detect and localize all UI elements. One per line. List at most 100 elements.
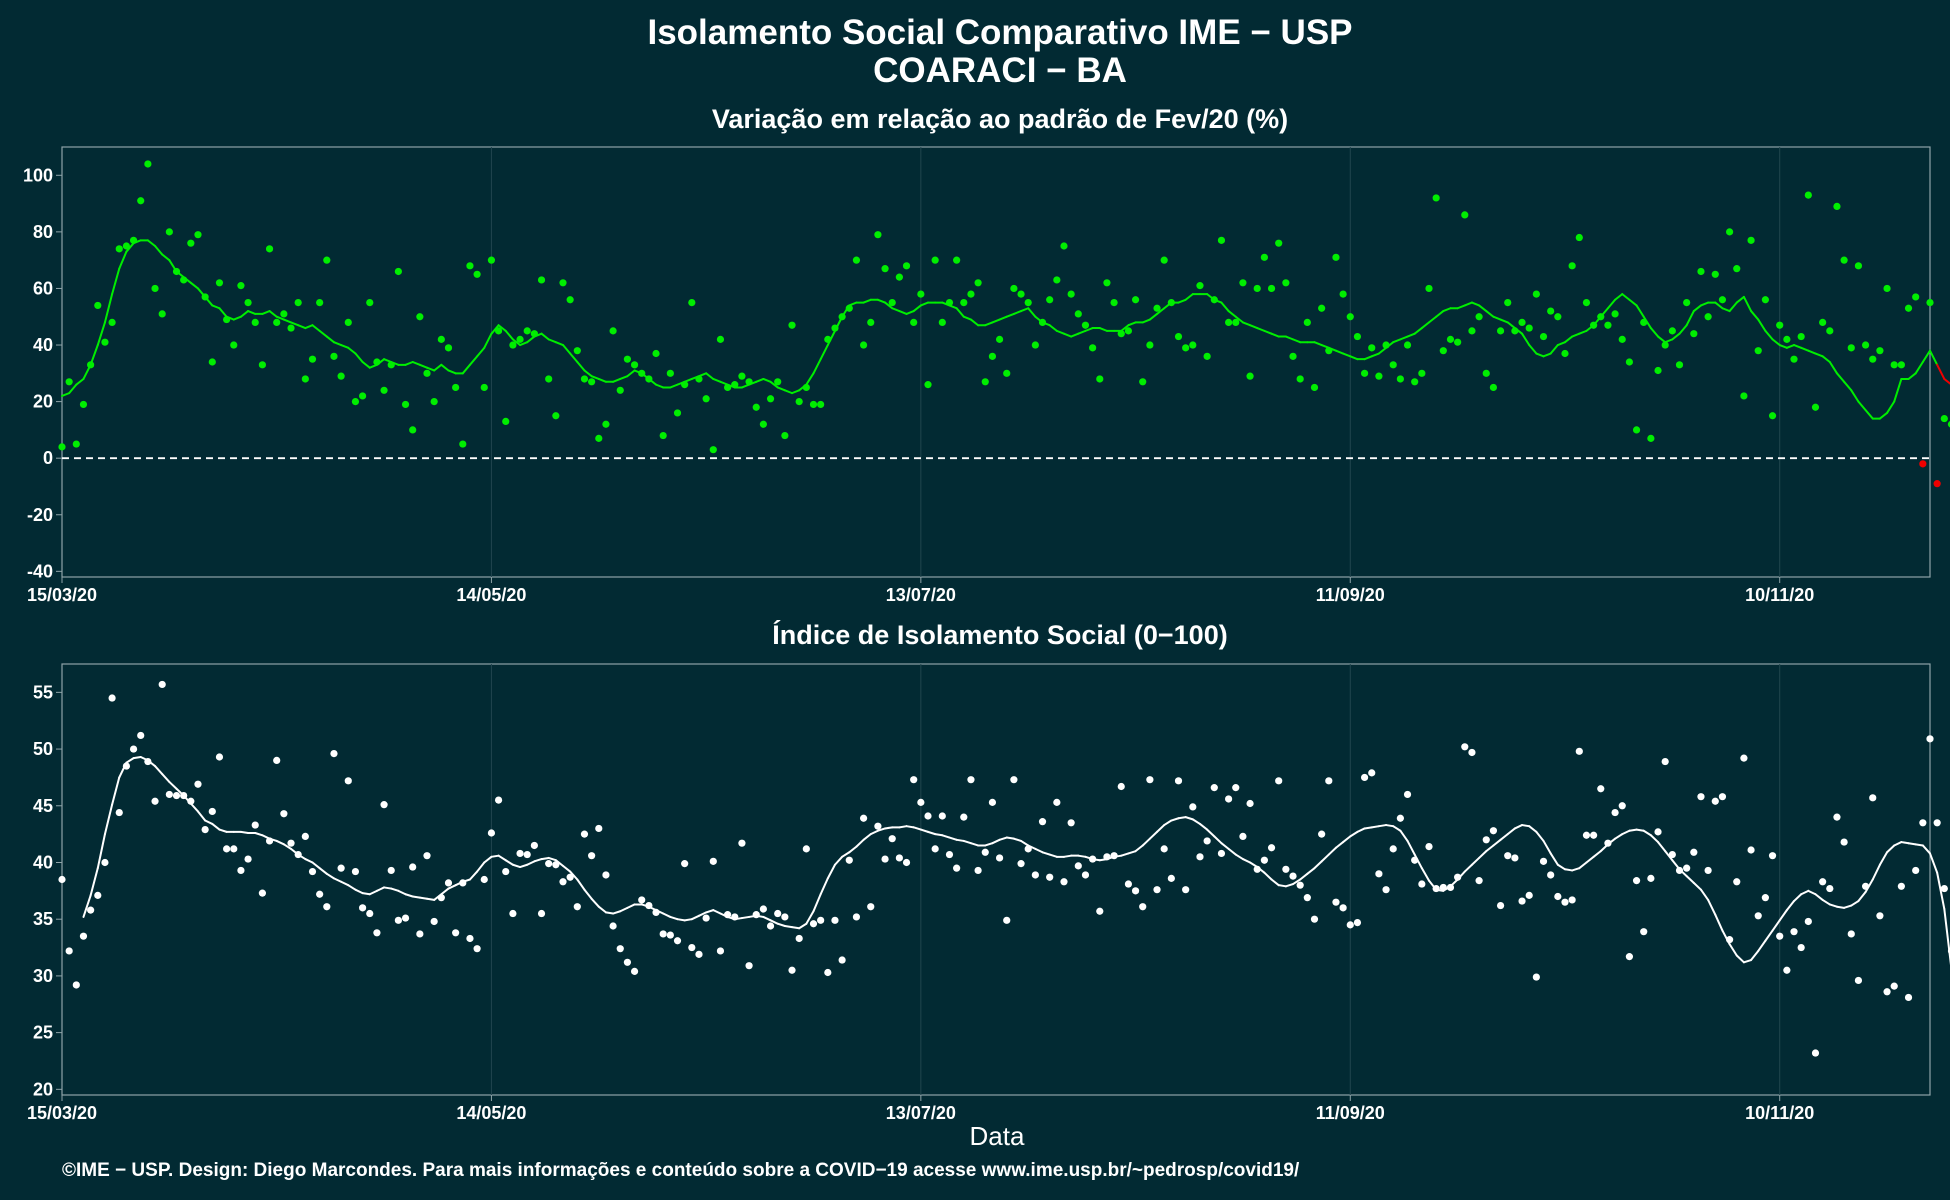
var-data-point xyxy=(838,313,846,321)
idx-data-point xyxy=(1518,897,1526,905)
var-trend-segment xyxy=(1127,321,1137,327)
var-trend-segment xyxy=(440,363,450,372)
var-trend-segment xyxy=(1893,377,1903,403)
idx-data-point xyxy=(666,931,674,939)
var-data-point xyxy=(895,273,903,281)
idx-trend-segment xyxy=(869,829,879,836)
var-data-point xyxy=(924,381,932,389)
idx-data-point xyxy=(172,791,181,800)
var-trend-segment xyxy=(1070,332,1080,338)
var-y-tick-label: 40 xyxy=(33,335,53,355)
var-data-point xyxy=(1926,298,1934,307)
var-data-point xyxy=(187,239,195,247)
var-data-point xyxy=(595,434,603,442)
idx-trend-segment xyxy=(411,895,421,899)
idx-data-point xyxy=(1038,818,1047,826)
var-data-point xyxy=(1489,383,1498,392)
idx-trend-segment xyxy=(1277,884,1287,888)
idx-trend-segment xyxy=(1692,881,1702,891)
idx-data-point xyxy=(1103,853,1111,861)
var-data-point xyxy=(1496,327,1505,335)
var-y-tick-label: 20 xyxy=(33,392,53,412)
idx-data-point xyxy=(1826,884,1834,893)
idx-trend-segment xyxy=(204,819,214,825)
idx-data-point xyxy=(1289,872,1297,880)
idx-data-point xyxy=(1325,777,1333,785)
idx-trend-segment xyxy=(519,863,529,869)
var-data-point xyxy=(502,417,510,426)
idx-trend-segment xyxy=(397,889,407,896)
idx-trend-segment xyxy=(1370,825,1380,829)
idx-data-point xyxy=(1003,916,1011,924)
idx-trend-segment xyxy=(697,911,708,917)
var-data-point xyxy=(494,327,503,335)
idx-x-tick-label: 11/09/20 xyxy=(1316,1103,1385,1123)
idx-data-point xyxy=(1382,886,1390,894)
idx-trend-segment xyxy=(1807,889,1817,896)
idx-trend-segment xyxy=(1420,867,1431,882)
var-data-point xyxy=(616,386,624,394)
var-trend-segment xyxy=(1914,361,1924,375)
idx-data-point xyxy=(294,850,302,859)
idx-data-point xyxy=(859,814,868,822)
var-trend-segment xyxy=(1263,329,1273,335)
idx-trend-segment xyxy=(1528,825,1538,833)
var-trend-segment xyxy=(1492,315,1502,321)
var-data-point xyxy=(316,298,324,307)
var-data-point xyxy=(1790,355,1798,363)
idx-trend-segment xyxy=(1578,861,1588,870)
var-trend-segment xyxy=(712,377,722,383)
var-trend-segment xyxy=(361,361,371,369)
idx-data-point xyxy=(817,916,825,924)
idx-data-point xyxy=(1475,877,1483,885)
idx-trend-segment xyxy=(1292,878,1302,886)
var-data-point xyxy=(1418,369,1426,377)
var-trend-segment xyxy=(1835,372,1846,383)
var-data-point xyxy=(1718,296,1727,304)
var-data-point xyxy=(623,355,632,363)
var-trend-segment xyxy=(1249,324,1259,330)
idx-trend-segment xyxy=(934,833,944,837)
var-data-point xyxy=(1153,304,1161,312)
idx-data-point xyxy=(1804,917,1812,926)
var-trend-segment xyxy=(655,383,665,389)
var-data-point xyxy=(666,369,674,377)
idx-data-point xyxy=(72,981,80,989)
var-trend-segment xyxy=(189,281,199,290)
var-trend-segment xyxy=(1649,327,1660,338)
var-trend-segment xyxy=(304,324,314,330)
var-data-point xyxy=(1561,349,1569,358)
var-data-point xyxy=(1912,293,1920,301)
idx-data-point xyxy=(1203,837,1211,845)
var-data-point xyxy=(1010,284,1018,293)
var-data-point xyxy=(1439,347,1447,355)
idx-trend-segment xyxy=(998,836,1008,841)
var-data-point xyxy=(1468,327,1476,335)
var-trend-segment xyxy=(261,310,271,315)
var-data-point xyxy=(953,256,961,264)
var-trend-segment xyxy=(75,377,85,386)
idx-trend-segment xyxy=(447,884,457,890)
var-data-point xyxy=(1539,332,1548,341)
var-x-tick-label: 10/11/20 xyxy=(1745,585,1814,605)
idx-x-tick-label: 13/07/20 xyxy=(886,1103,956,1123)
idx-data-point xyxy=(802,845,810,853)
var-data-point xyxy=(215,279,224,287)
var-trend-segment xyxy=(862,298,872,304)
var-data-point xyxy=(1797,332,1805,341)
idx-trend-segment xyxy=(1535,830,1545,842)
var-trend-segment xyxy=(1864,409,1874,420)
idx-trend-segment xyxy=(1649,834,1660,844)
idx-data-point xyxy=(165,790,173,799)
idx-trend-segment xyxy=(1664,850,1674,862)
var-data-point xyxy=(1296,375,1304,383)
idx-trend-segment xyxy=(662,912,672,918)
idx-data-point xyxy=(1532,973,1540,981)
var-trend-segment xyxy=(1850,389,1860,403)
var-data-point xyxy=(1225,318,1233,326)
idx-data-point xyxy=(752,911,760,919)
var-data-point xyxy=(1554,313,1562,321)
var-data-point xyxy=(1189,341,1197,349)
idx-data-point xyxy=(1010,776,1018,784)
